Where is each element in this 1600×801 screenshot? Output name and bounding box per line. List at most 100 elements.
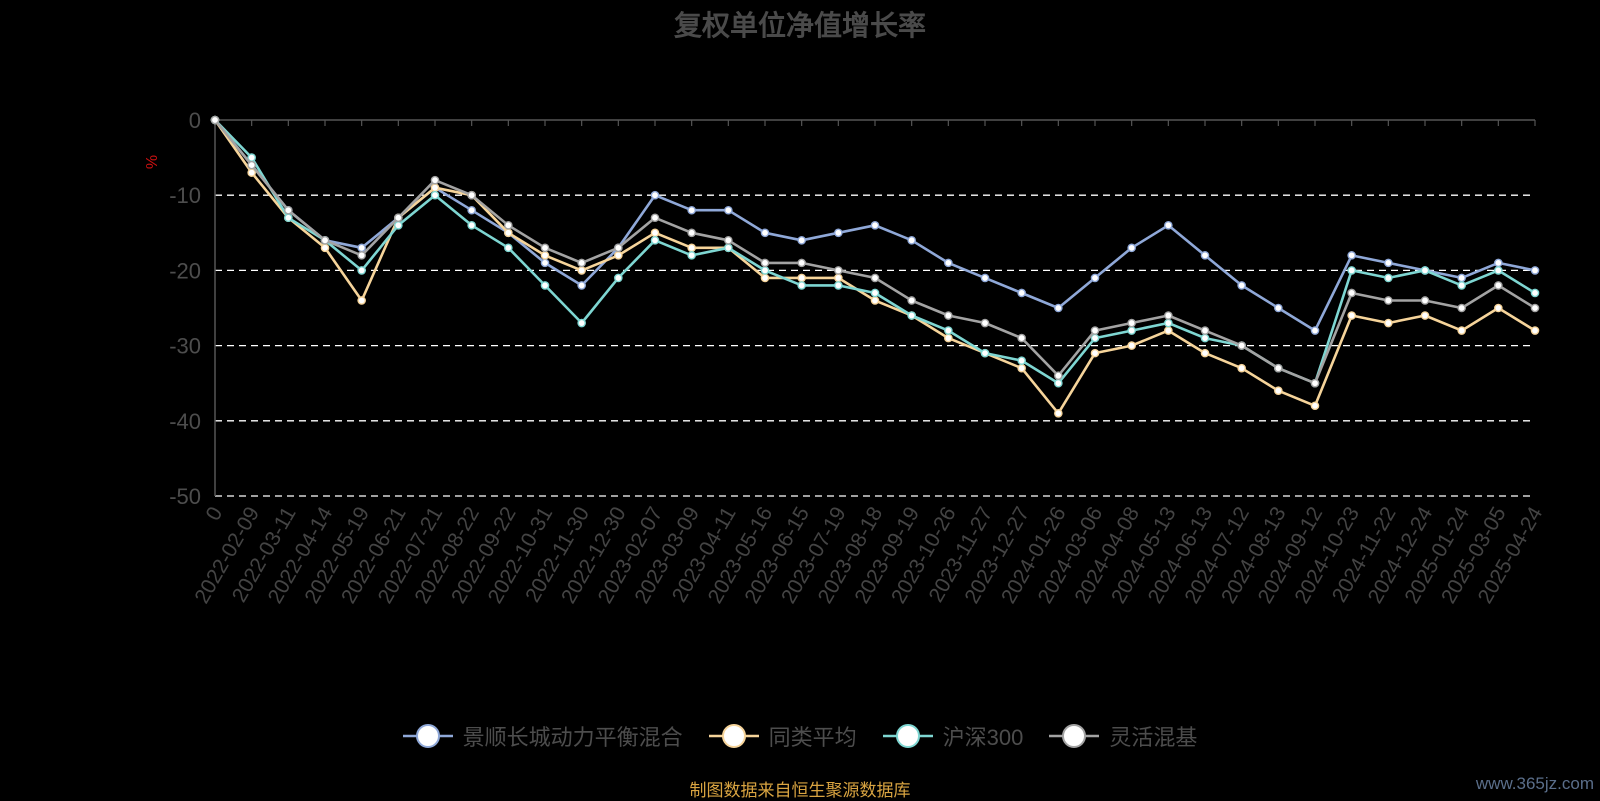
legend-item-1[interactable]: 景顺长城动力平衡混合	[402, 720, 683, 752]
data-point	[687, 228, 696, 238]
data-point	[1237, 281, 1246, 290]
data-point	[1054, 378, 1063, 388]
data-point	[834, 281, 843, 290]
data-point	[1347, 288, 1356, 298]
data-point	[1494, 266, 1503, 275]
data-point	[1200, 251, 1210, 260]
data-point	[687, 243, 696, 253]
data-point	[1164, 326, 1173, 335]
y-tick-label: -10	[169, 183, 201, 208]
data-point	[1017, 333, 1026, 343]
data-point	[760, 258, 770, 268]
data-point	[687, 205, 696, 215]
data-point	[1164, 318, 1173, 328]
data-point	[1200, 348, 1210, 358]
data-point	[1347, 251, 1356, 260]
data-point	[1054, 303, 1063, 313]
data-point	[1384, 318, 1393, 328]
data-point	[834, 266, 843, 275]
data-point	[1127, 243, 1136, 253]
data-point	[320, 243, 330, 253]
data-point	[284, 213, 293, 223]
data-point	[797, 258, 806, 268]
data-point	[650, 190, 660, 200]
legend-marker-icon	[882, 724, 933, 748]
data-point	[357, 296, 366, 305]
data-point	[1457, 273, 1466, 283]
data-point	[1384, 258, 1393, 268]
series-line-3	[214, 119, 1536, 385]
data-point	[1494, 303, 1503, 313]
data-point	[1420, 311, 1430, 320]
data-point	[760, 228, 770, 238]
y-tick-label: 0	[189, 108, 201, 133]
data-point	[1200, 326, 1210, 335]
data-point	[1200, 333, 1210, 343]
data-point	[357, 266, 366, 275]
data-point	[247, 160, 256, 170]
data-point	[540, 251, 550, 260]
legend-item-3[interactable]: 沪深300	[882, 720, 1024, 752]
data-point	[1494, 258, 1503, 268]
data-point	[1530, 266, 1540, 275]
data-point	[577, 258, 586, 268]
data-point	[1420, 296, 1430, 305]
data-point	[357, 243, 366, 253]
data-point	[1274, 386, 1283, 396]
data-point	[1457, 326, 1466, 335]
data-point	[1127, 341, 1136, 350]
data-point	[650, 228, 660, 238]
data-point	[1384, 296, 1393, 305]
data-point	[944, 258, 953, 268]
data-point	[1237, 341, 1246, 350]
data-point	[834, 273, 843, 283]
data-point	[1530, 288, 1540, 298]
y-tick-label: -40	[169, 409, 201, 434]
data-point	[357, 251, 366, 260]
legend-label: 沪深300	[942, 725, 1024, 750]
data-point	[944, 333, 953, 343]
data-point	[1310, 378, 1320, 388]
data-point	[1164, 220, 1173, 230]
data-point	[834, 228, 843, 238]
data-point	[1530, 326, 1540, 335]
data-point	[870, 273, 880, 283]
data-point	[394, 220, 403, 230]
source-note: 制图数据来自恒生聚源数据库	[689, 781, 911, 800]
watermark: www.365jz.com	[1475, 774, 1594, 793]
legend-item-2[interactable]: 同类平均	[708, 720, 857, 752]
data-point	[1127, 326, 1136, 335]
legend-marker-icon	[402, 724, 453, 748]
legend-marker-icon	[1049, 724, 1100, 748]
data-point	[1054, 371, 1063, 380]
data-point	[1310, 401, 1320, 411]
data-point	[870, 288, 880, 298]
data-point	[907, 311, 916, 320]
legend-item-4[interactable]: 灵活混基	[1049, 720, 1197, 752]
data-point	[724, 243, 733, 253]
data-point	[980, 348, 990, 358]
legend-dot	[1062, 724, 1087, 748]
data-point	[1164, 311, 1173, 320]
y-axis-label: %	[144, 155, 161, 169]
data-point	[577, 266, 586, 275]
data-point	[1310, 326, 1320, 335]
data-point	[1494, 281, 1503, 290]
data-point	[1017, 356, 1026, 365]
data-point	[724, 236, 733, 245]
data-point	[870, 296, 880, 305]
legend-label: 灵活混基	[1109, 725, 1198, 750]
data-point	[944, 326, 953, 335]
data-point	[944, 311, 953, 320]
y-tick-label: -30	[169, 334, 201, 359]
data-point	[724, 205, 733, 215]
data-point	[1347, 266, 1356, 275]
data-point	[1347, 311, 1356, 320]
data-point	[540, 281, 550, 290]
data-point	[467, 220, 476, 230]
data-point	[1384, 273, 1393, 283]
data-point	[1090, 273, 1100, 283]
data-point	[1420, 266, 1430, 275]
data-point	[980, 273, 990, 283]
